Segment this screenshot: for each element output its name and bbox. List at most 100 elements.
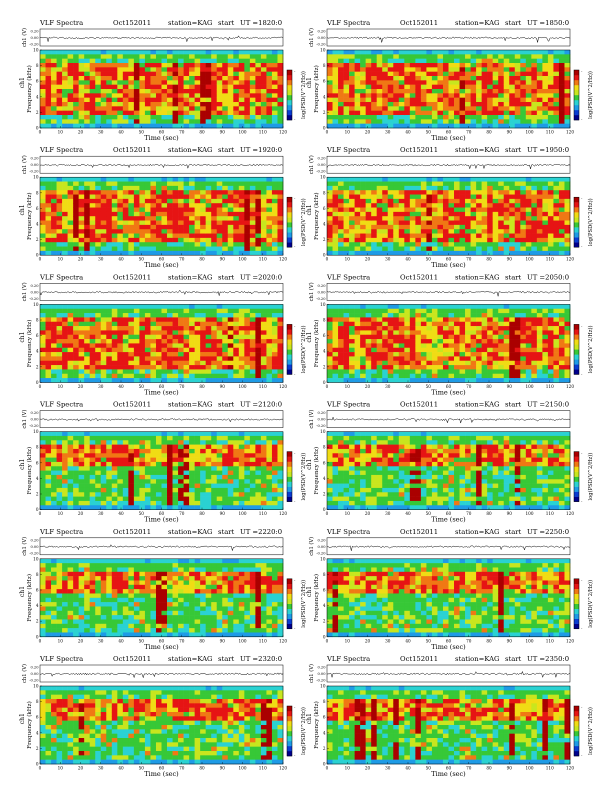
x-tick-label: 50 [426, 638, 432, 643]
spectrogram-panel: VLF Spectra Oct152011 station=KAG start UT =… [19, 528, 307, 651]
x-tick-label: 120 [279, 384, 287, 389]
x-tick-label: 90 [220, 257, 226, 262]
y-tick-label: 6 [323, 715, 326, 720]
x-tick-label: 80 [199, 384, 205, 389]
x-tick-label: 60 [159, 130, 165, 135]
colorbar [286, 578, 293, 630]
ch1-axis-label: ch1 (V) [21, 410, 28, 429]
y-tick-label: 0 [323, 126, 326, 131]
ch1-axis-label: ch1 (V) [21, 537, 28, 556]
time-axis-label: Time (sec) [431, 261, 466, 269]
ch1-axis-label: ch1 (V) [308, 282, 315, 301]
spectrogram-panel: VLF Spectra Oct152011 station=KAG start UT =… [306, 655, 594, 778]
x-tick-label: 10 [58, 384, 64, 389]
x-tick-label: 100 [239, 257, 247, 262]
x-tick-label: 90 [220, 511, 226, 516]
y-tick-label: 0 [323, 507, 326, 512]
x-tick-label: 0 [326, 766, 329, 771]
spectrogram-image [327, 50, 571, 129]
x-tick-label: 50 [426, 511, 432, 516]
x-tick-label: 20 [78, 638, 84, 643]
x-tick-label: 60 [159, 766, 165, 771]
panel-station: station=KAG [168, 19, 212, 27]
colorbar-label: log(PSD(V^2/Hz)) [587, 453, 594, 501]
x-tick-label: 110 [546, 638, 554, 643]
x-tick-label: 40 [118, 638, 124, 643]
panel-date: Oct152011 [400, 146, 438, 154]
x-tick-label: 0 [39, 384, 42, 389]
x-tick-label: 30 [385, 766, 391, 771]
spectrogram-image [40, 431, 284, 510]
x-tick-label: 60 [446, 257, 452, 262]
x-tick-label: 50 [426, 766, 432, 771]
ch1-trace-line [326, 290, 571, 297]
colorbar-tick-label: - [581, 196, 583, 201]
spectrogram-panel: VLF Spectra Oct152011 station=KAG start UT =… [19, 146, 307, 269]
y-tick-label: 8 [323, 63, 326, 68]
x-tick-label: 10 [345, 257, 351, 262]
colorbar [573, 69, 580, 121]
x-tick-label: 80 [486, 384, 492, 389]
x-tick-label: 120 [566, 257, 574, 262]
y-tick-label: 6 [323, 588, 326, 593]
ch1-tick-label: -0.20 [29, 297, 39, 301]
panel-title: VLF Spectra [39, 528, 83, 536]
x-tick-label: 20 [365, 766, 371, 771]
x-tick-label: 40 [118, 130, 124, 135]
ch1-tick-label: 0.00 [317, 36, 326, 40]
panel-date: Oct152011 [400, 528, 438, 536]
panel-start-label: start [218, 655, 235, 663]
colorbar-label: log(PSD(V^2/Hz)) [587, 580, 594, 628]
x-tick-label: 10 [58, 257, 64, 262]
spectrogram-image [327, 431, 571, 510]
x-tick-label: 120 [566, 384, 574, 389]
x-tick-label: 90 [507, 130, 513, 135]
x-tick-label: 20 [78, 257, 84, 262]
x-tick-label: 90 [220, 130, 226, 135]
y-tick-label: 4 [323, 349, 326, 354]
y-tick-label: 2 [36, 110, 39, 115]
panel-station: station=KAG [455, 401, 499, 409]
x-tick-label: 20 [78, 130, 84, 135]
x-tick-label: 10 [58, 766, 64, 771]
channel-label: ch1 [19, 713, 26, 724]
spectrogram-panel: VLF Spectra Oct152011 station=KAG start UT =… [306, 273, 594, 396]
ch1-tick-label: 0.20 [317, 538, 326, 542]
x-tick-label: 70 [179, 384, 185, 389]
colorbar-tick-label: - [581, 578, 583, 583]
x-tick-label: 20 [78, 511, 84, 516]
ch1-tick-label: 0.00 [30, 36, 39, 40]
panel-station: station=KAG [455, 528, 499, 536]
y-tick-label: 0 [323, 762, 326, 767]
x-tick-label: 40 [405, 257, 411, 262]
panel-station: station=KAG [455, 655, 499, 663]
panel-ut: UT =2220:0 [240, 528, 282, 536]
x-tick-label: 100 [526, 638, 534, 643]
y-tick-label: 4 [323, 222, 326, 227]
x-tick-label: 20 [365, 384, 371, 389]
x-tick-label: 50 [139, 511, 145, 516]
ch1-axis-label: ch1 (V) [308, 410, 315, 429]
channel-label: ch1 [306, 332, 313, 343]
ch1-tick-label: 0.20 [30, 538, 39, 542]
panel-date: Oct152011 [400, 655, 438, 663]
channel-label: ch1 [306, 204, 313, 215]
x-tick-label: 90 [220, 638, 226, 643]
channel-label: ch1 [19, 332, 26, 343]
x-tick-label: 110 [546, 384, 554, 389]
x-tick-label: 30 [98, 384, 104, 389]
y-tick-label: 8 [36, 445, 39, 450]
y-tick-label: 6 [36, 206, 39, 211]
x-tick-label: 110 [259, 766, 267, 771]
x-tick-label: 60 [446, 638, 452, 643]
frequency-axis-label: Frequency (kHz) [313, 192, 320, 240]
panel-start-label: start [505, 273, 522, 281]
colorbar-tick-label: - [581, 626, 583, 631]
frequency-axis-label: Frequency (kHz) [313, 65, 320, 113]
colorbar-label: log(PSD(V^2/Hz)) [300, 325, 307, 373]
panel-station: station=KAG [168, 401, 212, 409]
x-tick-label: 80 [199, 511, 205, 516]
ch1-trace-frame [326, 410, 571, 428]
panel-start-label: start [218, 273, 235, 281]
panel-ut: UT =2050:0 [527, 273, 569, 281]
